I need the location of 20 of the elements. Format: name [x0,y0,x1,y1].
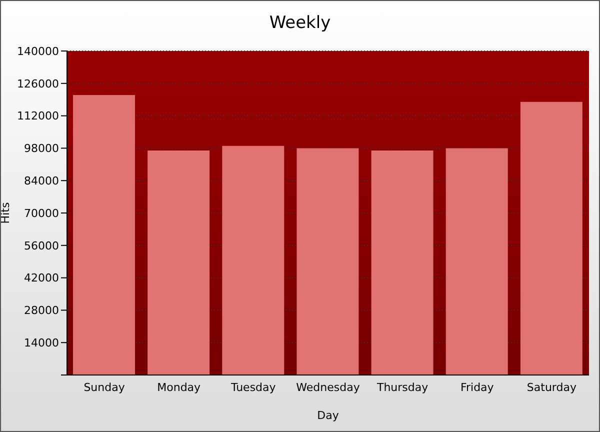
y-tick-label: 56000 [24,239,59,252]
y-tick-label: 98000 [24,142,59,156]
y-tick-label: 28000 [24,304,59,318]
y-tick-label: 126000 [17,77,59,90]
y-tick-label: 70000 [24,206,59,220]
x-tick-label: Tuesday [230,380,276,394]
x-tick-label: Friday [460,380,494,394]
x-tick-label: Thursday [376,380,429,394]
x-tick-label: Sunday [84,380,126,394]
chart-title: Weekly [268,13,332,33]
y-tick-label: 140000 [17,44,59,58]
x-axis-title: Day [317,409,340,422]
y-tick-label: 14000 [24,336,59,350]
y-tick-label: 84000 [24,174,59,188]
y-tick-label: 112000 [17,110,59,123]
x-tick-label: Monday [157,380,202,394]
x-tick-label: Wednesday [296,380,360,394]
x-tick-label: Saturday [526,380,577,394]
y-tick-label: 42000 [24,272,59,285]
y-axis-title: Hits [0,202,12,224]
